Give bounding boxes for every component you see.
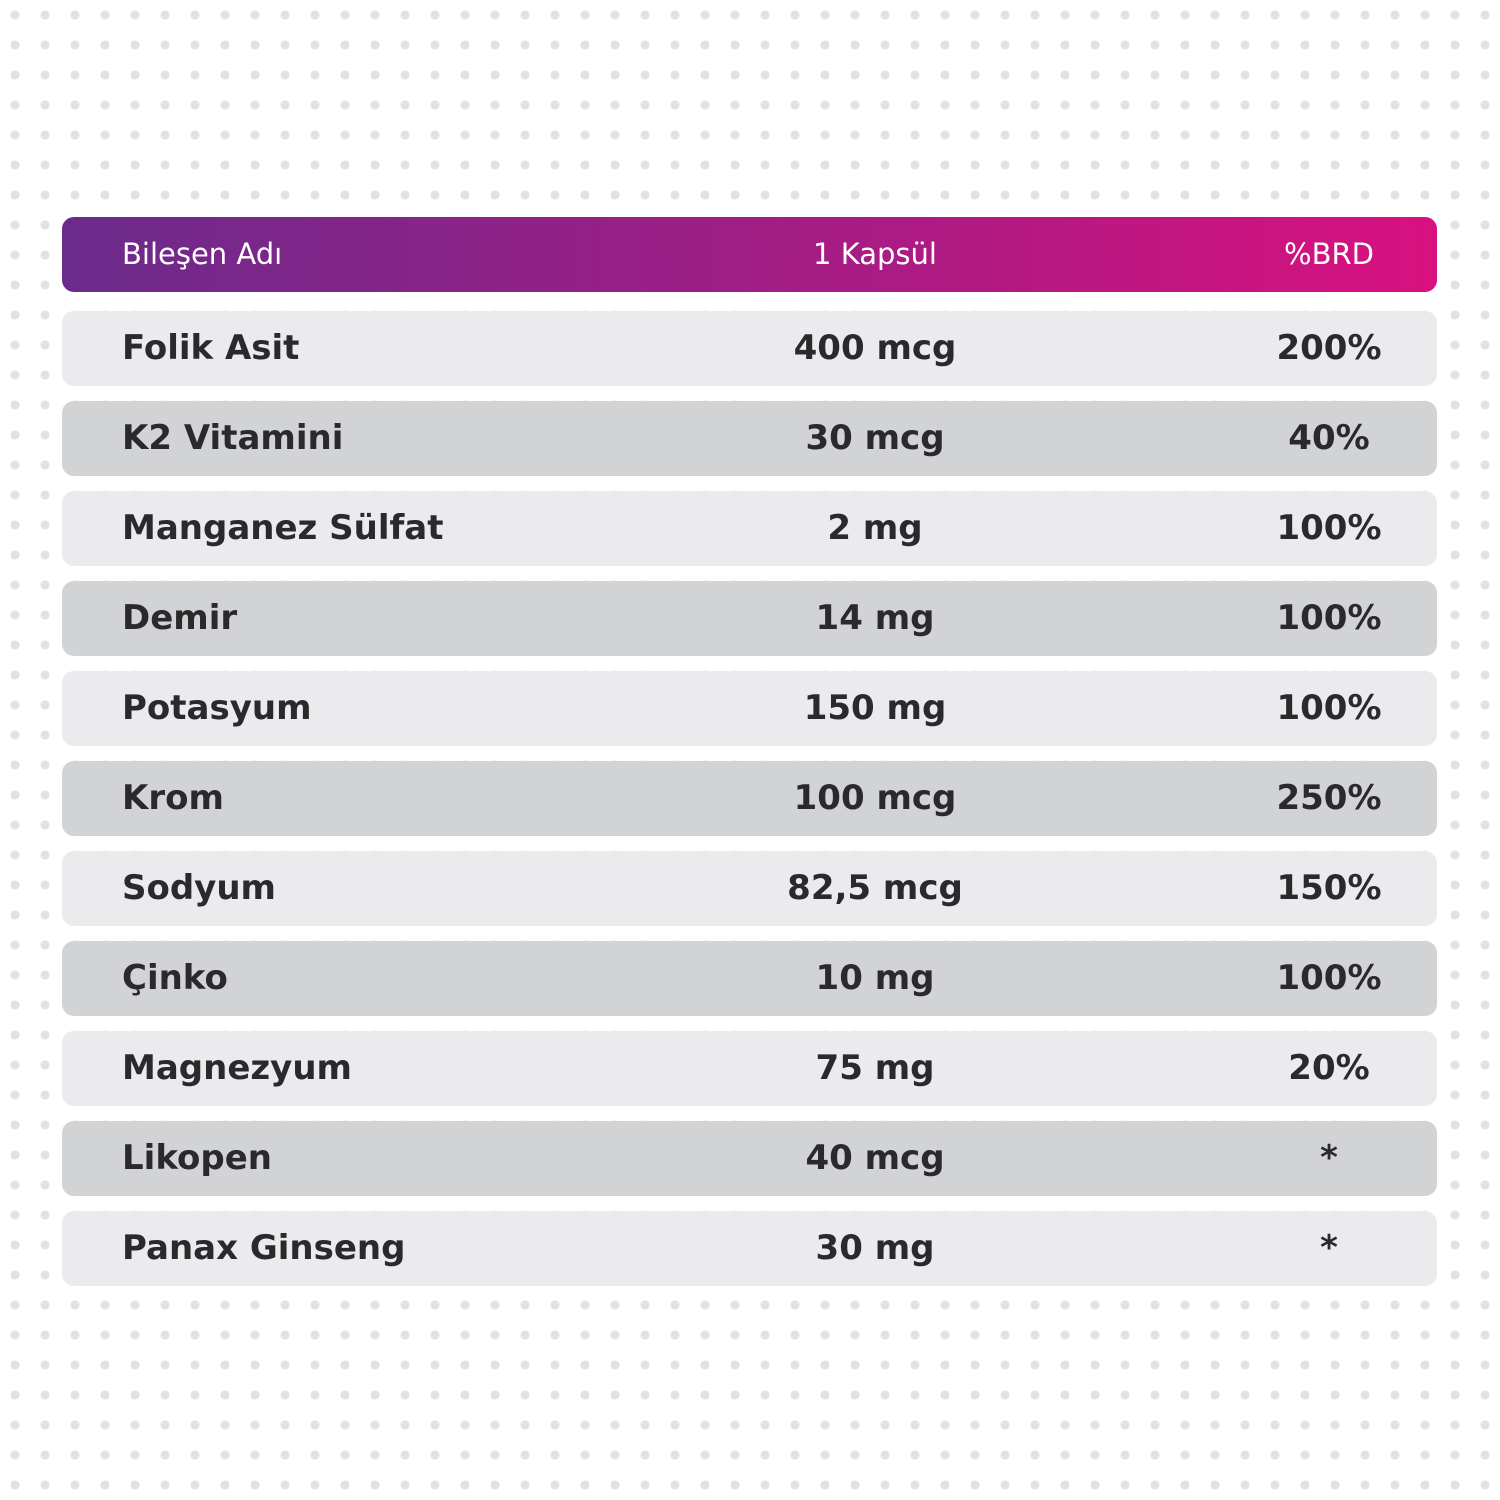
- table-cell: 40 mcg: [805, 1138, 945, 1178]
- table-cell: 150 mg: [803, 688, 947, 728]
- table-row: Demir 14 mg 100%: [62, 581, 1437, 656]
- table-cell: Krom: [122, 778, 224, 818]
- header-cell: 1 Kapsül: [813, 237, 937, 271]
- table-cell: *: [1320, 1228, 1338, 1268]
- table-cell: Potasyum: [122, 688, 312, 728]
- table-header: Bileşen Adı 1 Kapsül %BRD: [62, 217, 1437, 292]
- table-cell: 2 mg: [827, 508, 923, 548]
- table-cell: Panax Ginseng: [122, 1228, 406, 1268]
- table-cell: Likopen: [122, 1138, 272, 1178]
- table-cell: Demir: [122, 598, 238, 638]
- table-cell: K2 Vitamini: [122, 418, 344, 458]
- table-cell: 10 mg: [815, 958, 935, 998]
- table-row: Magnezyum 75 mg 20%: [62, 1031, 1437, 1106]
- table-cell: Manganez Sülfat: [122, 508, 444, 548]
- table-cell: Çinko: [122, 958, 228, 998]
- table-row: Çinko 10 mg 100%: [62, 941, 1437, 1016]
- table-row: Sodyum 82,5 mcg 150%: [62, 851, 1437, 926]
- table-cell: 100%: [1276, 598, 1382, 638]
- table-cell: 250%: [1276, 778, 1382, 818]
- table-row: K2 Vitamini 30 mcg 40%: [62, 401, 1437, 476]
- table-cell: 75 mg: [815, 1048, 935, 1088]
- table-cell: 82,5 mcg: [787, 868, 963, 908]
- table-row: Potasyum 150 mg 100%: [62, 671, 1437, 746]
- header-cell: %BRD: [1284, 237, 1374, 271]
- table-cell: 100 mcg: [793, 778, 957, 818]
- table-cell: 40%: [1288, 418, 1370, 458]
- table-cell: 30 mcg: [805, 418, 945, 458]
- table-row: Panax Ginseng 30 mg *: [62, 1211, 1437, 1286]
- table-cell: 100%: [1276, 958, 1382, 998]
- table-row: Folik Asit 400 mcg 200%: [62, 311, 1437, 386]
- table-cell: 150%: [1276, 868, 1382, 908]
- table-row: Krom 100 mcg 250%: [62, 761, 1437, 836]
- table-cell: Sodyum: [122, 868, 276, 908]
- table-row: Manganez Sülfat 2 mg 100%: [62, 491, 1437, 566]
- table-cell: 100%: [1276, 508, 1382, 548]
- table-cell: 30 mg: [815, 1228, 935, 1268]
- table-cell: 400 mcg: [793, 328, 957, 368]
- table-cell: 14 mg: [815, 598, 935, 638]
- table-row: Likopen 40 mcg *: [62, 1121, 1437, 1196]
- table-cell: 100%: [1276, 688, 1382, 728]
- table-cell: *: [1320, 1138, 1338, 1178]
- table-cell: Magnezyum: [122, 1048, 352, 1088]
- table-cell: Folik Asit: [122, 328, 300, 368]
- table-cell: 200%: [1276, 328, 1382, 368]
- table-cell: 20%: [1288, 1048, 1370, 1088]
- header-cell: Bileşen Adı: [122, 237, 283, 271]
